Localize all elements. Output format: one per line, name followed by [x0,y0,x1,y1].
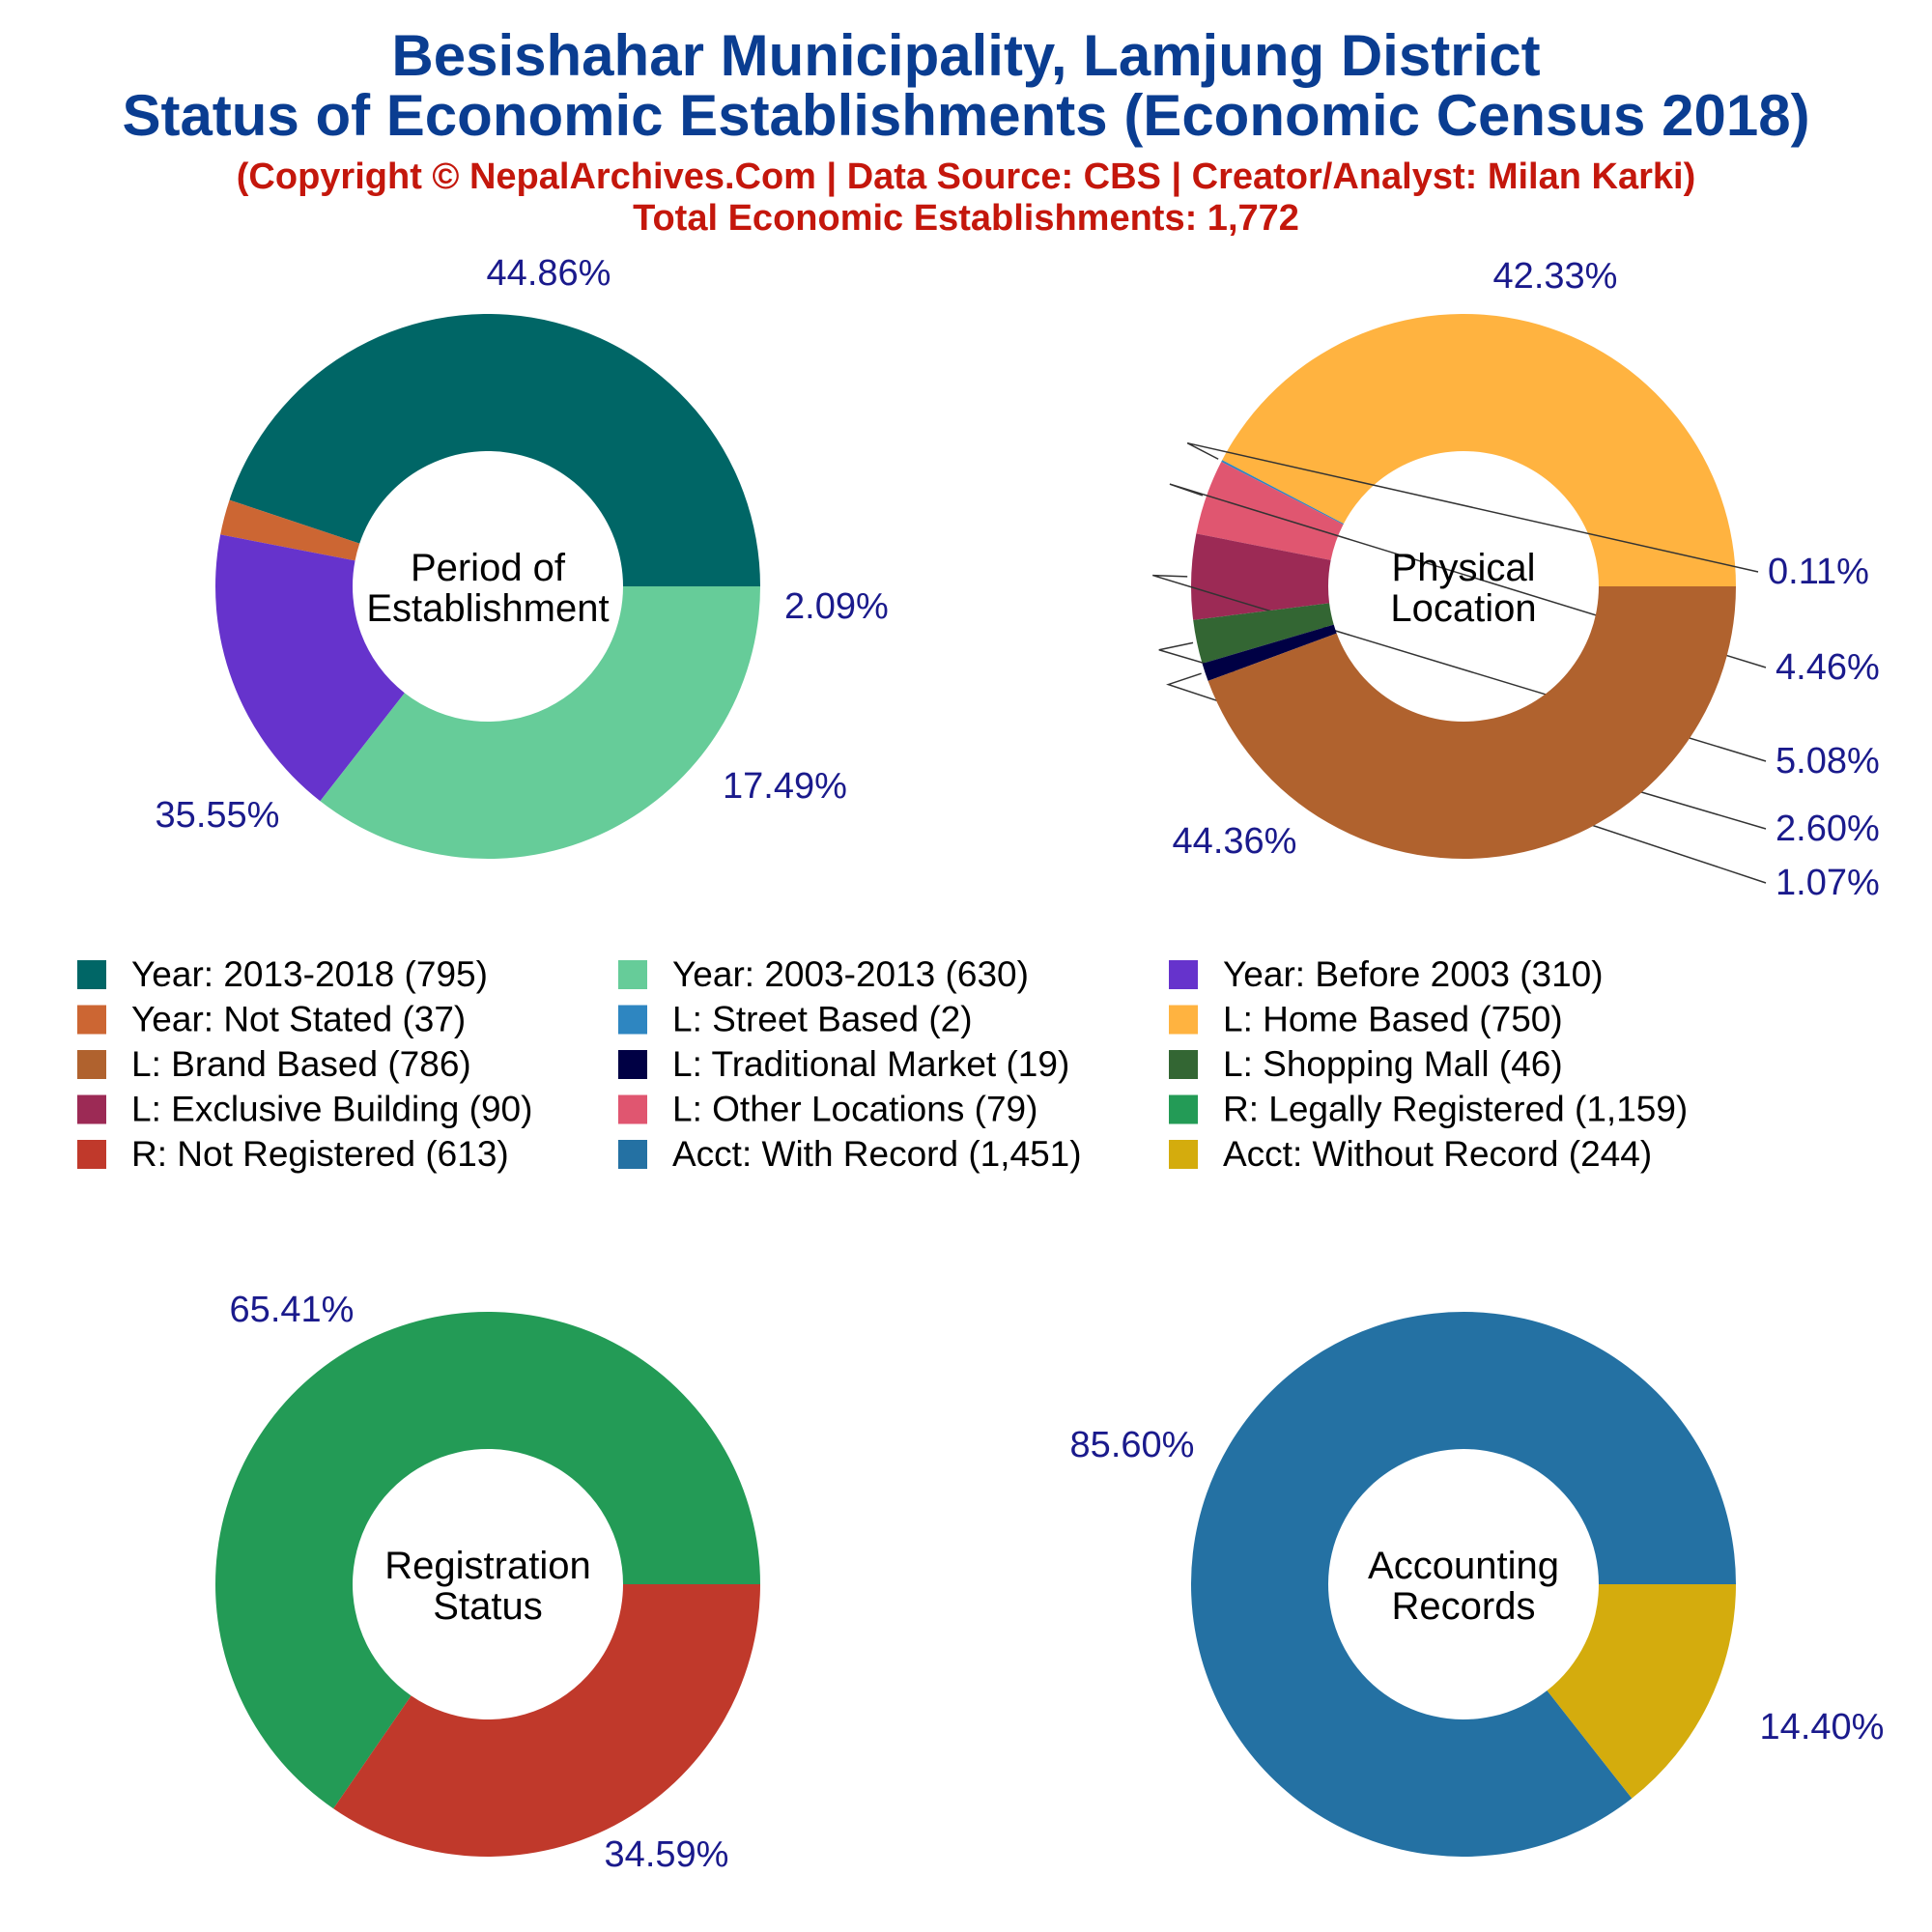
legend-swatch [1169,1140,1198,1169]
legend-item: L: Traditional Market (19) [618,1044,1069,1084]
leader-line [1186,441,1759,573]
percent-label: 34.59% [605,1834,729,1875]
legend-swatch [77,1050,106,1079]
legend-swatch [1169,1094,1198,1124]
legend-item: Year: Not Stated (37) [77,1000,466,1039]
percent-label: 44.36% [1173,821,1297,862]
legend-item: Year: 2003-2013 (630) [618,954,1029,994]
legend-item: Acct: With Record (1,451) [618,1134,1082,1174]
percent-label: 17.49% [723,766,847,807]
copyright-line: (Copyright © NepalArchives.Com | Data So… [237,156,1695,197]
legend-label: Acct: With Record (1,451) [672,1134,1082,1174]
legend-swatch [1169,1050,1198,1079]
legend-item: L: Exclusive Building (90) [77,1090,532,1129]
legend-label: Year: 2013-2018 (795) [131,954,488,994]
legend-item: L: Shopping Mall (46) [1169,1044,1563,1084]
legend-label: L: Shopping Mall (46) [1223,1044,1563,1084]
percent-label: 5.08% [1776,741,1880,781]
legend-swatch [1169,1005,1198,1035]
legend-swatch [77,1005,106,1035]
legend-swatch [77,1140,106,1169]
legend-label: L: Other Locations (79) [672,1090,1037,1129]
percent-label: 35.55% [156,795,280,836]
chart-title-line2: Status of Economic Establishments (Econo… [122,83,1809,148]
legend-label: L: Street Based (2) [672,1000,973,1039]
total-line: Total Economic Establishments: 1,772 [633,198,1299,239]
donut-chart-2: 42.33% 0.11% 4.46% 5.08% 2.60% 1.07% 44.36% Phy… [1151,256,1880,903]
legend-label: L: Traditional Market (19) [672,1044,1069,1084]
slice-l-street-based [1221,460,1344,525]
slice-l-brand-based [1208,586,1736,860]
legend-swatch [618,1094,647,1124]
donut-center-label: Physical [1392,547,1536,589]
percent-label: 2.60% [1776,809,1880,849]
legend-swatch [1169,960,1198,989]
legend-item: L: Street Based (2) [618,1000,973,1039]
legend-item: Year: 2013-2018 (795) [77,954,488,994]
slice-acct-without-record [1547,1584,1736,1799]
percent-label: 4.46% [1776,647,1880,688]
legend-label: L: Exclusive Building (90) [131,1090,532,1129]
percent-label: 65.41% [230,1290,355,1330]
slice-r-not-registered [333,1584,760,1857]
slice-l-traditional-market [1202,624,1337,681]
donut-charts: 44.86% 2.09% 17.49% 35.55% Period ofEstablis… [156,253,1885,1875]
slice-l-exclusive-building [1191,533,1331,620]
percent-label: 2.09% [784,586,889,627]
legend-swatch [618,1005,647,1035]
legend-swatch [618,960,647,989]
donut-center-label: Status [433,1585,542,1628]
legend: Year: 2013-2018 (795) Year: 2003-2013 (63… [77,954,1688,1174]
legend-label: Year: 2003-2013 (630) [672,954,1029,994]
legend-label: L: Home Based (750) [1223,1000,1563,1039]
legend-label: Acct: Without Record (244) [1223,1134,1652,1174]
legend-item: L: Other Locations (79) [618,1090,1037,1129]
legend-swatch [618,1140,647,1169]
legend-swatch [77,1094,106,1124]
slice-r-legally-registered [214,1311,760,1809]
slice-l-home-based [1222,314,1736,586]
leader-line [1169,483,1767,668]
donut-center-label: Establishment [366,587,609,630]
slice-year-2013-2018 [229,313,761,586]
donut-center-label: Accounting [1368,1545,1559,1587]
legend-label: Year: Before 2003 (310) [1223,954,1604,994]
slice-l-shopping-mall [1193,603,1334,664]
slice-l-other-locations [1196,461,1344,560]
donut-center-label: Location [1390,587,1536,630]
percent-label: 0.11% [1768,552,1869,592]
legend-label: Year: Not Stated (37) [131,1000,466,1039]
legend-item: L: Home Based (750) [1169,1000,1563,1039]
legend-item: R: Not Registered (613) [77,1134,509,1174]
percent-label: 1.07% [1776,863,1880,903]
slice-year-not-stated [220,499,360,561]
legend-label: L: Brand Based (786) [131,1044,471,1084]
legend-swatch [77,960,106,989]
slice-year-before-2003 [215,534,405,802]
legend-item: R: Legally Registered (1,159) [1169,1090,1688,1129]
chart-title-line1: Besishahar Municipality, Lamjung Distric… [391,23,1540,88]
donut-center-label: Registration [384,1545,590,1587]
slice-acct-with-record [1190,1312,1736,1857]
legend-label: R: Not Registered (613) [131,1134,509,1174]
legend-item: L: Brand Based (786) [77,1044,471,1084]
donut-chart-1: 44.86% 2.09% 17.49% 35.55% Period ofEstablis… [156,253,889,859]
slice-year-2003-2013 [320,586,760,859]
legend-label: R: Legally Registered (1,159) [1223,1090,1688,1129]
percent-label: 85.60% [1070,1425,1195,1465]
legend-swatch [618,1050,647,1079]
percent-label: 44.86% [487,253,611,294]
percent-label: 14.40% [1760,1707,1885,1747]
legend-item: Acct: Without Record (244) [1169,1134,1652,1174]
donut-center-label: Period of [411,547,566,589]
legend-item: Year: Before 2003 (310) [1169,954,1604,994]
donut-center-label: Records [1392,1585,1536,1628]
percent-label: 42.33% [1493,256,1618,297]
